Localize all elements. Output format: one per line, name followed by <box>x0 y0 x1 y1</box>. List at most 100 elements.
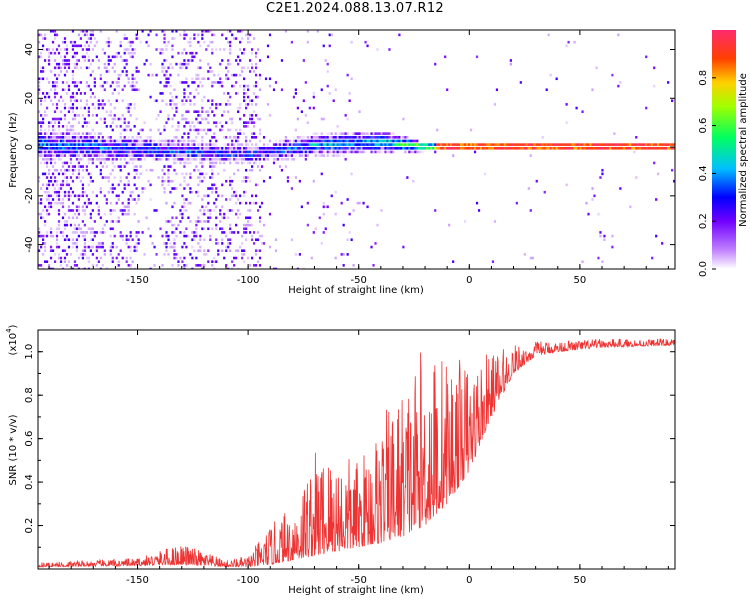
spectrogram-cell <box>71 168 75 172</box>
spectrogram-cell <box>187 183 190 187</box>
spectrogram-cell <box>59 146 63 150</box>
spectrogram-cell <box>171 231 174 234</box>
spectrogram-cell <box>344 150 347 154</box>
spectrogram-cell <box>249 59 252 62</box>
spectrogram-cell <box>223 48 226 51</box>
spectrogram-cell <box>145 216 148 220</box>
spectrogram-cell <box>39 154 43 157</box>
spectrogram-cell <box>39 66 43 70</box>
spectrogram-cell <box>81 176 84 179</box>
spectrogram-cell <box>49 205 53 209</box>
spectrogram-cell <box>284 30 288 33</box>
spectrogram-cell <box>195 146 198 150</box>
spectrogram-cell <box>280 88 284 92</box>
spectrogram-cell <box>61 216 65 220</box>
spectrogram-cell <box>653 161 656 165</box>
spectrogram-cell <box>207 121 210 124</box>
spectrogram-cell <box>87 84 90 88</box>
spectrogram-cell <box>256 209 260 212</box>
spectrogram-cell <box>300 146 303 150</box>
spectrogram-cell <box>229 183 232 187</box>
spectrogram-cell <box>47 136 51 139</box>
spectrogram-cell <box>87 143 90 146</box>
snr-y-label: SNR (10 * v/v) <box>8 414 19 485</box>
spectrogram-cell <box>388 143 391 146</box>
spectrogram-cell <box>85 33 88 37</box>
spectrogram-cell <box>436 143 439 146</box>
spectrogram-cell <box>326 70 329 73</box>
spectrogram-cell <box>223 110 226 113</box>
spectrogram-cell <box>109 201 112 205</box>
spectrogram-cell <box>252 231 256 234</box>
spectrogram-cell <box>93 37 96 40</box>
spectrogram-cell <box>183 234 186 238</box>
spectrogram-cell <box>41 121 45 124</box>
spectrogram-cell <box>306 136 309 139</box>
spectrogram-cell <box>105 70 108 73</box>
spectrogram-cell <box>133 157 136 161</box>
spectrogram-cell <box>47 194 51 198</box>
spectrogram-cell <box>404 136 407 139</box>
spectrogram-cell <box>59 136 63 139</box>
spectrogram-cell <box>115 51 118 55</box>
spectrogram-cell <box>73 66 77 70</box>
spectrogram-cell <box>51 249 55 253</box>
spectrogram-cell <box>398 146 401 150</box>
spectrogram-cell <box>165 59 168 62</box>
spectrogram-cell <box>189 161 192 165</box>
spectrogram-cell <box>53 176 57 179</box>
spectrogram-cell <box>43 223 47 227</box>
spectrogram-cell <box>133 84 136 88</box>
spectrogram-cell <box>169 220 172 223</box>
spectrogram-cell <box>99 168 102 172</box>
spectrogram-cell <box>193 249 196 253</box>
spectrogram-cell <box>53 88 57 92</box>
spectrogram-cell <box>61 125 65 128</box>
spectrogram-cell <box>185 62 188 66</box>
spectrogram-cell <box>348 92 351 95</box>
spectrogram-cell <box>51 172 55 176</box>
spectrogram-cell <box>440 146 443 150</box>
spectrogram-cell <box>217 194 220 198</box>
spectrogram-cell <box>322 117 325 121</box>
spectrogram-cell <box>237 249 240 253</box>
spectrogram-cell <box>621 143 624 146</box>
spectrogram-cell <box>49 234 53 238</box>
spectrogram-cell <box>539 146 542 150</box>
spectrogram-cell <box>69 139 73 143</box>
spectrogram-cell <box>229 223 232 227</box>
spectrogram-cell <box>245 157 248 161</box>
spectrogram-cell <box>89 227 92 231</box>
spectrogram-cell <box>175 136 178 139</box>
spectrogram-cell <box>89 132 92 135</box>
spectrogram-cell <box>356 139 359 143</box>
spectrogram-cell <box>217 172 220 176</box>
spectrogram-cell <box>434 209 437 212</box>
spectrogram-cell <box>183 198 186 201</box>
spectrogram-cell <box>189 139 192 143</box>
spectrogram-cell <box>229 103 232 106</box>
spectrogram-cell <box>38 146 41 150</box>
spectrogram-cell <box>378 150 381 154</box>
spectrogram-cell <box>43 139 47 143</box>
spectrogram-cell <box>121 143 124 146</box>
spectrogram-cell <box>328 44 331 48</box>
spectrogram-cell <box>615 146 618 150</box>
spectrogram-cell <box>159 154 162 157</box>
spectrogram-cell <box>243 51 246 55</box>
spectrogram-cell <box>57 143 61 146</box>
spectrogram-cell <box>404 146 407 150</box>
spectrogram-cell <box>95 55 98 59</box>
spectrogram-cell <box>63 59 67 62</box>
spectrogram-cell <box>119 139 122 143</box>
spectrogram-cell <box>225 245 228 249</box>
spectrogram-cell <box>254 154 258 157</box>
spectrogram-cell <box>201 139 204 143</box>
spectrogram-cell <box>456 146 459 150</box>
spectrogram-cell <box>79 231 83 234</box>
spectrogram-cell <box>73 95 77 99</box>
spectrogram-cell <box>165 157 168 161</box>
spectrogram-cell <box>328 143 331 146</box>
spectrogram-cell <box>219 220 222 223</box>
